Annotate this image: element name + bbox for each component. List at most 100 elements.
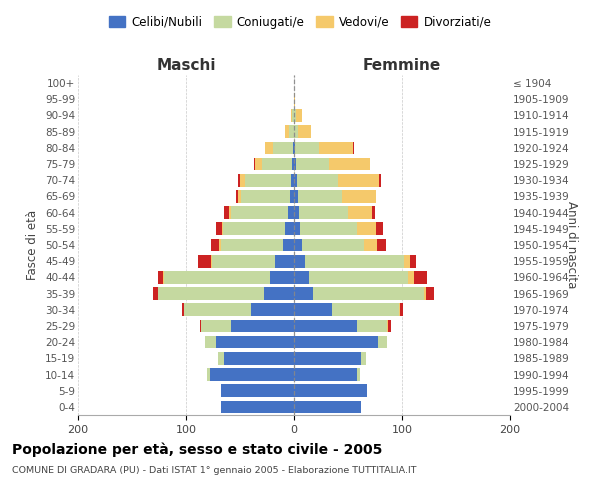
Bar	[356, 368, 360, 381]
Bar	[379, 174, 382, 186]
Bar	[224, 352, 294, 364]
Bar	[240, 174, 245, 186]
Y-axis label: Fasce di età: Fasce di età	[26, 210, 40, 280]
Bar	[251, 304, 294, 316]
Bar	[216, 336, 294, 348]
Bar	[294, 336, 378, 348]
Bar	[356, 222, 376, 235]
Bar	[294, 400, 361, 413]
Bar	[283, 238, 294, 252]
Bar	[286, 222, 294, 235]
Bar	[200, 320, 201, 332]
Bar	[294, 255, 305, 268]
Bar	[341, 190, 376, 202]
Bar	[294, 384, 367, 397]
Bar	[163, 271, 164, 283]
Bar	[361, 352, 367, 364]
Bar	[291, 109, 292, 122]
Bar	[236, 190, 238, 202]
Bar	[291, 174, 294, 186]
Bar	[319, 142, 353, 154]
Bar	[287, 206, 294, 219]
Bar	[152, 288, 158, 300]
Bar	[294, 190, 298, 202]
Bar	[294, 304, 332, 316]
Bar	[229, 206, 232, 219]
Bar	[294, 368, 356, 381]
Bar	[164, 271, 270, 283]
Bar	[270, 271, 294, 283]
Bar	[313, 288, 424, 300]
Bar	[232, 320, 294, 332]
Bar	[255, 158, 262, 170]
Text: COMUNE DI GRADARA (PU) - Dati ISTAT 1° gennaio 2005 - Elaborazione TUTTITALIA.IT: COMUNE DI GRADARA (PU) - Dati ISTAT 1° g…	[12, 466, 416, 475]
Bar	[332, 304, 399, 316]
Bar	[305, 255, 404, 268]
Bar	[221, 238, 283, 252]
Bar	[296, 109, 302, 122]
Bar	[298, 190, 341, 202]
Legend: Celibi/Nubili, Coniugati/e, Vedovi/e, Divorziati/e: Celibi/Nubili, Coniugati/e, Vedovi/e, Di…	[104, 11, 496, 34]
Bar	[294, 126, 298, 138]
Bar	[211, 255, 212, 268]
Bar	[329, 158, 370, 170]
Bar	[265, 142, 274, 154]
Bar	[254, 158, 255, 170]
Bar	[400, 304, 403, 316]
Bar	[295, 142, 319, 154]
Bar	[388, 320, 391, 332]
Bar	[275, 255, 294, 268]
Bar	[220, 238, 221, 252]
Bar	[294, 142, 295, 154]
Bar	[198, 255, 211, 268]
Bar	[297, 174, 338, 186]
Bar	[364, 238, 377, 252]
Bar	[294, 158, 296, 170]
Bar	[290, 190, 294, 202]
Bar	[218, 352, 224, 364]
Bar	[292, 109, 294, 122]
Bar	[221, 400, 294, 413]
Bar	[158, 288, 264, 300]
Bar	[211, 238, 220, 252]
Text: Femmine: Femmine	[363, 58, 441, 74]
Bar	[224, 206, 229, 219]
Bar	[216, 222, 221, 235]
Bar	[289, 126, 294, 138]
Bar	[210, 368, 294, 381]
Bar	[410, 255, 416, 268]
Bar	[182, 304, 184, 316]
Y-axis label: Anni di nascita: Anni di nascita	[565, 202, 578, 288]
Bar	[387, 320, 388, 332]
Bar	[377, 238, 386, 252]
Bar	[372, 206, 375, 219]
Bar	[294, 206, 299, 219]
Bar	[302, 238, 364, 252]
Bar	[294, 288, 313, 300]
Bar	[353, 142, 355, 154]
Bar	[356, 320, 387, 332]
Bar	[348, 206, 372, 219]
Bar	[338, 174, 379, 186]
Bar	[232, 206, 287, 219]
Bar	[378, 336, 387, 348]
Bar	[296, 158, 329, 170]
Bar	[223, 222, 286, 235]
Bar	[245, 174, 291, 186]
Bar	[294, 320, 356, 332]
Bar	[206, 368, 210, 381]
Bar	[294, 174, 297, 186]
Bar	[201, 320, 232, 332]
Bar	[292, 158, 294, 170]
Bar	[294, 352, 361, 364]
Bar	[309, 271, 409, 283]
Bar	[376, 222, 383, 235]
Bar	[238, 190, 241, 202]
Bar	[409, 271, 414, 283]
Bar	[399, 304, 400, 316]
Bar	[221, 384, 294, 397]
Bar	[221, 222, 223, 235]
Bar	[294, 93, 295, 106]
Bar	[205, 336, 216, 348]
Bar	[262, 158, 292, 170]
